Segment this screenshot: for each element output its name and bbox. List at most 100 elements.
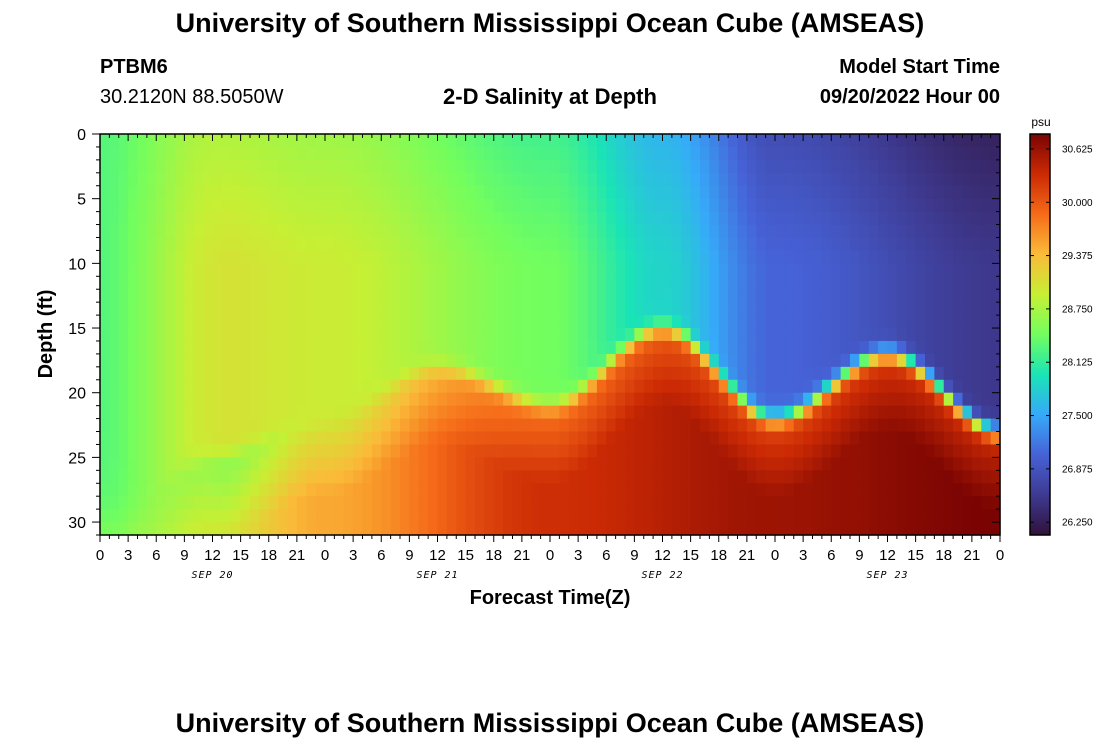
heatmap-cell — [578, 185, 589, 200]
heatmap-cell — [859, 353, 870, 368]
heatmap-cell — [718, 405, 729, 420]
heatmap-cell — [165, 431, 176, 446]
heatmap-cell — [250, 366, 260, 381]
heatmap-cell — [925, 496, 935, 510]
heatmap-cell — [850, 224, 860, 239]
heatmap-cell — [906, 211, 917, 226]
heatmap-cell — [146, 211, 157, 226]
heatmap-cell — [681, 470, 692, 484]
heatmap-cell — [390, 444, 401, 458]
heatmap-cell — [109, 302, 120, 316]
heatmap-cell — [700, 198, 710, 213]
heatmap-cell — [793, 431, 804, 446]
heatmap-cell — [118, 457, 129, 471]
heatmap-cell — [409, 379, 420, 394]
heatmap-cell — [231, 146, 242, 161]
heatmap-cell — [990, 276, 1001, 290]
heatmap-cell — [287, 302, 298, 316]
heatmap-cell — [925, 211, 935, 226]
heatmap-cell — [653, 483, 664, 497]
heatmap-cell — [221, 470, 232, 484]
heatmap-cell — [643, 444, 654, 458]
heatmap-cell — [503, 340, 514, 355]
heatmap-cell — [925, 509, 935, 523]
heatmap-cell — [653, 457, 664, 471]
heatmap-cell — [418, 418, 429, 433]
heatmap-cell — [662, 224, 673, 239]
heatmap-cell — [887, 496, 898, 510]
heatmap-cell — [596, 366, 607, 381]
heatmap-cell — [109, 263, 120, 277]
heatmap-cell — [793, 509, 804, 523]
heatmap-cell — [718, 146, 729, 161]
heatmap-cell — [203, 185, 214, 200]
heatmap-cell — [971, 392, 982, 407]
heatmap-cell — [943, 315, 954, 329]
heatmap-cell — [362, 224, 373, 239]
heatmap-cell — [250, 496, 260, 510]
heatmap-cell — [231, 289, 242, 303]
colorbar: psu 30.62530.00029.37528.75028.12527.500… — [1029, 115, 1093, 536]
heatmap-cell — [859, 185, 870, 200]
heatmap-cell — [634, 418, 645, 433]
heatmap-cell — [146, 470, 157, 484]
heatmap-cell — [643, 418, 654, 433]
heatmap-cell — [118, 431, 129, 446]
heatmap-cell — [278, 457, 289, 471]
heatmap-cell — [615, 211, 626, 226]
heatmap-cell — [475, 146, 485, 161]
heatmap-cell — [540, 509, 551, 523]
heatmap-cell — [596, 328, 607, 342]
heatmap-cell — [671, 185, 682, 200]
heatmap-cell — [681, 185, 692, 200]
heatmap-cell — [400, 431, 410, 446]
heatmap-cell — [296, 340, 307, 355]
heatmap-cell — [465, 457, 476, 471]
heatmap-cell — [428, 418, 439, 433]
heatmap-cell — [212, 289, 223, 303]
heatmap-cell — [306, 496, 317, 510]
heatmap-cell — [175, 237, 185, 252]
heatmap-cell — [625, 379, 635, 394]
heatmap-cell — [568, 328, 579, 342]
heatmap-cell — [137, 457, 148, 471]
heatmap-cell — [156, 340, 167, 355]
heatmap-cell — [156, 134, 167, 148]
x-tick-label: 3 — [124, 547, 132, 564]
heatmap-cell — [512, 366, 523, 381]
heatmap-cell — [165, 159, 176, 174]
heatmap-cell — [756, 237, 767, 252]
heatmap-cell — [803, 405, 814, 420]
heatmap-cell — [850, 134, 860, 148]
x-tick-label: 0 — [996, 547, 1004, 564]
heatmap-cell — [578, 379, 589, 394]
heatmap-cell — [625, 444, 635, 458]
heatmap-cell — [184, 263, 195, 277]
heatmap-cell — [156, 289, 167, 303]
heatmap-cell — [784, 431, 795, 446]
heatmap-cell — [296, 276, 307, 290]
heatmap-cell — [484, 146, 495, 161]
heatmap-cell — [634, 379, 645, 394]
heatmap-cell — [859, 276, 870, 290]
heatmap-cell — [446, 134, 457, 148]
heatmap-cell — [409, 185, 420, 200]
heatmap-cell — [765, 289, 776, 303]
heatmap-cell — [943, 328, 954, 342]
heatmap-cell — [606, 263, 617, 277]
heatmap-cell — [334, 237, 345, 252]
heatmap-cell — [634, 392, 645, 407]
heatmap-cell — [981, 146, 992, 161]
heatmap-cell — [259, 405, 270, 420]
heatmap-cell — [381, 146, 392, 161]
heatmap-cell — [793, 224, 804, 239]
heatmap-cell — [812, 353, 823, 368]
heatmap-cell — [128, 250, 139, 264]
heatmap-cell — [521, 263, 532, 277]
heatmap-cell — [193, 340, 204, 355]
heatmap-cell — [662, 198, 673, 213]
heatmap-cell — [315, 328, 326, 342]
heatmap-cell — [203, 379, 214, 394]
heatmap-cell — [315, 418, 326, 433]
heatmap-cell — [512, 134, 523, 148]
